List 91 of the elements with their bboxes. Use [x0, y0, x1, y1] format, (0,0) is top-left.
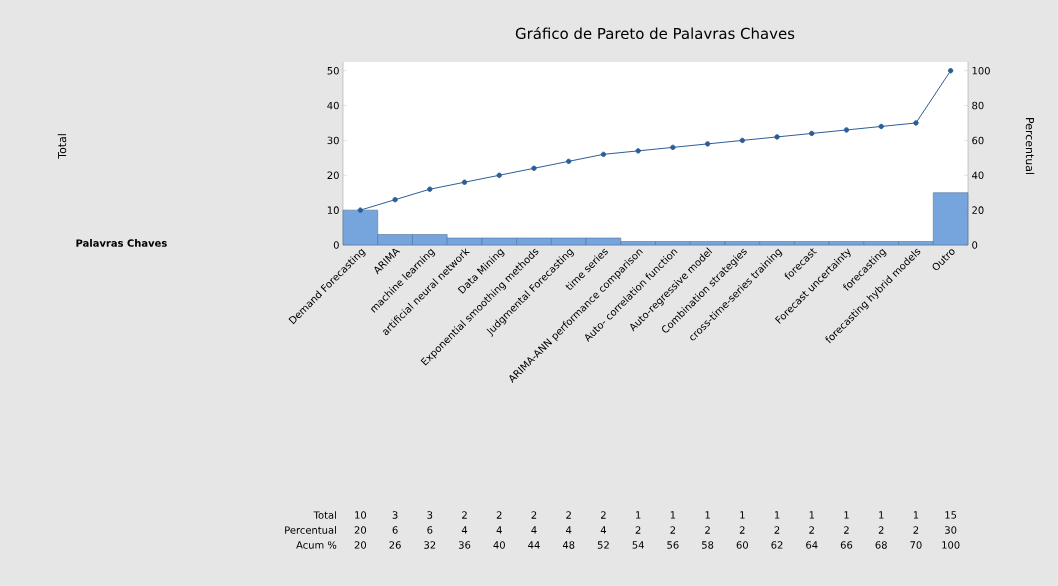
data-label: 2: [600, 511, 606, 519]
data-label: 1: [774, 511, 780, 519]
data-label: 10: [355, 511, 367, 519]
text: 4: [600, 526, 607, 534]
y-tick-label: 50: [327, 66, 339, 75]
data-label: 1: [636, 511, 641, 519]
y-tick-label: 40: [327, 101, 339, 110]
point: [878, 123, 884, 130]
point: [774, 134, 780, 140]
y-tick-label: 10: [327, 206, 339, 214]
text: 2: [705, 526, 710, 534]
point: [427, 186, 433, 192]
point: [739, 137, 746, 144]
data-label: 1: [913, 511, 919, 519]
data-label: 56: [667, 541, 679, 549]
y2-tick-label: 60: [972, 136, 984, 145]
data-label: 20: [354, 541, 367, 549]
text: 20: [354, 526, 367, 534]
text: 2: [739, 526, 745, 534]
text: 6: [392, 526, 398, 534]
point: [809, 130, 815, 137]
data-label: 2: [496, 511, 502, 519]
text: 2: [878, 526, 884, 534]
y2-tick-label: 20: [972, 206, 984, 214]
data-label: 54: [632, 541, 644, 549]
point: [635, 148, 641, 154]
text: 2: [913, 526, 919, 534]
y-tick-label: 30: [327, 136, 339, 145]
text: 2: [635, 526, 641, 534]
data-label: 32: [424, 541, 436, 549]
point: [357, 207, 364, 213]
data-label: 100: [942, 541, 960, 549]
data-label: 1: [705, 511, 710, 519]
y-tick-label: 0: [333, 241, 339, 249]
data-label: 44: [528, 541, 540, 549]
text: 2: [670, 526, 676, 534]
point: [461, 179, 468, 185]
data-label: 15: [945, 511, 957, 519]
data-label: 68: [875, 541, 887, 549]
y2-tick-label: 100: [972, 66, 990, 75]
point: [913, 120, 919, 126]
data-label: 3: [427, 511, 433, 519]
text: 2: [774, 526, 780, 534]
text: Acum %: [296, 541, 337, 549]
data-label: 1: [809, 511, 815, 519]
point: [496, 172, 502, 178]
data-label: 1: [844, 511, 849, 519]
text: 4: [566, 526, 572, 534]
y2-tick-label: 80: [972, 101, 984, 110]
text: 2: [809, 526, 814, 534]
text: Total: [313, 511, 336, 519]
point: [947, 68, 954, 74]
data-label: 58: [702, 541, 714, 549]
point: [392, 196, 398, 203]
y2-tick-label: 0: [972, 241, 978, 249]
text: 4: [461, 526, 468, 534]
text: 2: [844, 526, 849, 534]
data-label: 40: [493, 541, 505, 549]
data-label: 62: [771, 541, 783, 549]
point: [843, 127, 850, 133]
text: 4: [496, 526, 502, 534]
text: Palavras Chaves: [76, 239, 167, 247]
point: [531, 165, 537, 171]
point: [566, 158, 572, 165]
data-label: 1: [670, 511, 676, 519]
data-label: 1: [879, 511, 884, 519]
data-label: 66: [840, 541, 853, 549]
point: [600, 151, 607, 158]
y-tick-label: 20: [327, 171, 339, 180]
y2-axis-title: Percentual: [1025, 118, 1035, 174]
data-label: 60: [736, 541, 748, 549]
data-label: 70: [910, 541, 922, 549]
text: 4: [531, 526, 537, 534]
data-label: 3: [392, 511, 398, 519]
point: [670, 144, 676, 151]
text: Percentual: [285, 526, 336, 534]
text: 30: [945, 526, 957, 534]
data-label: 48: [562, 541, 575, 549]
chart-title: Gráfico de Pareto de Palavras Chaves: [515, 26, 795, 40]
data-label: 52: [597, 541, 609, 549]
data-label: 2: [462, 511, 467, 519]
y2-tick-label: 40: [972, 171, 984, 180]
point: [704, 141, 711, 147]
text: 6: [427, 526, 433, 534]
text: Total: [57, 134, 67, 159]
data-label: 2: [531, 511, 537, 519]
data-label: 64: [806, 541, 818, 549]
data-label: 1: [740, 511, 745, 519]
data-label: 36: [458, 541, 471, 549]
data-label: 26: [389, 541, 401, 549]
data-label: 2: [566, 511, 571, 519]
